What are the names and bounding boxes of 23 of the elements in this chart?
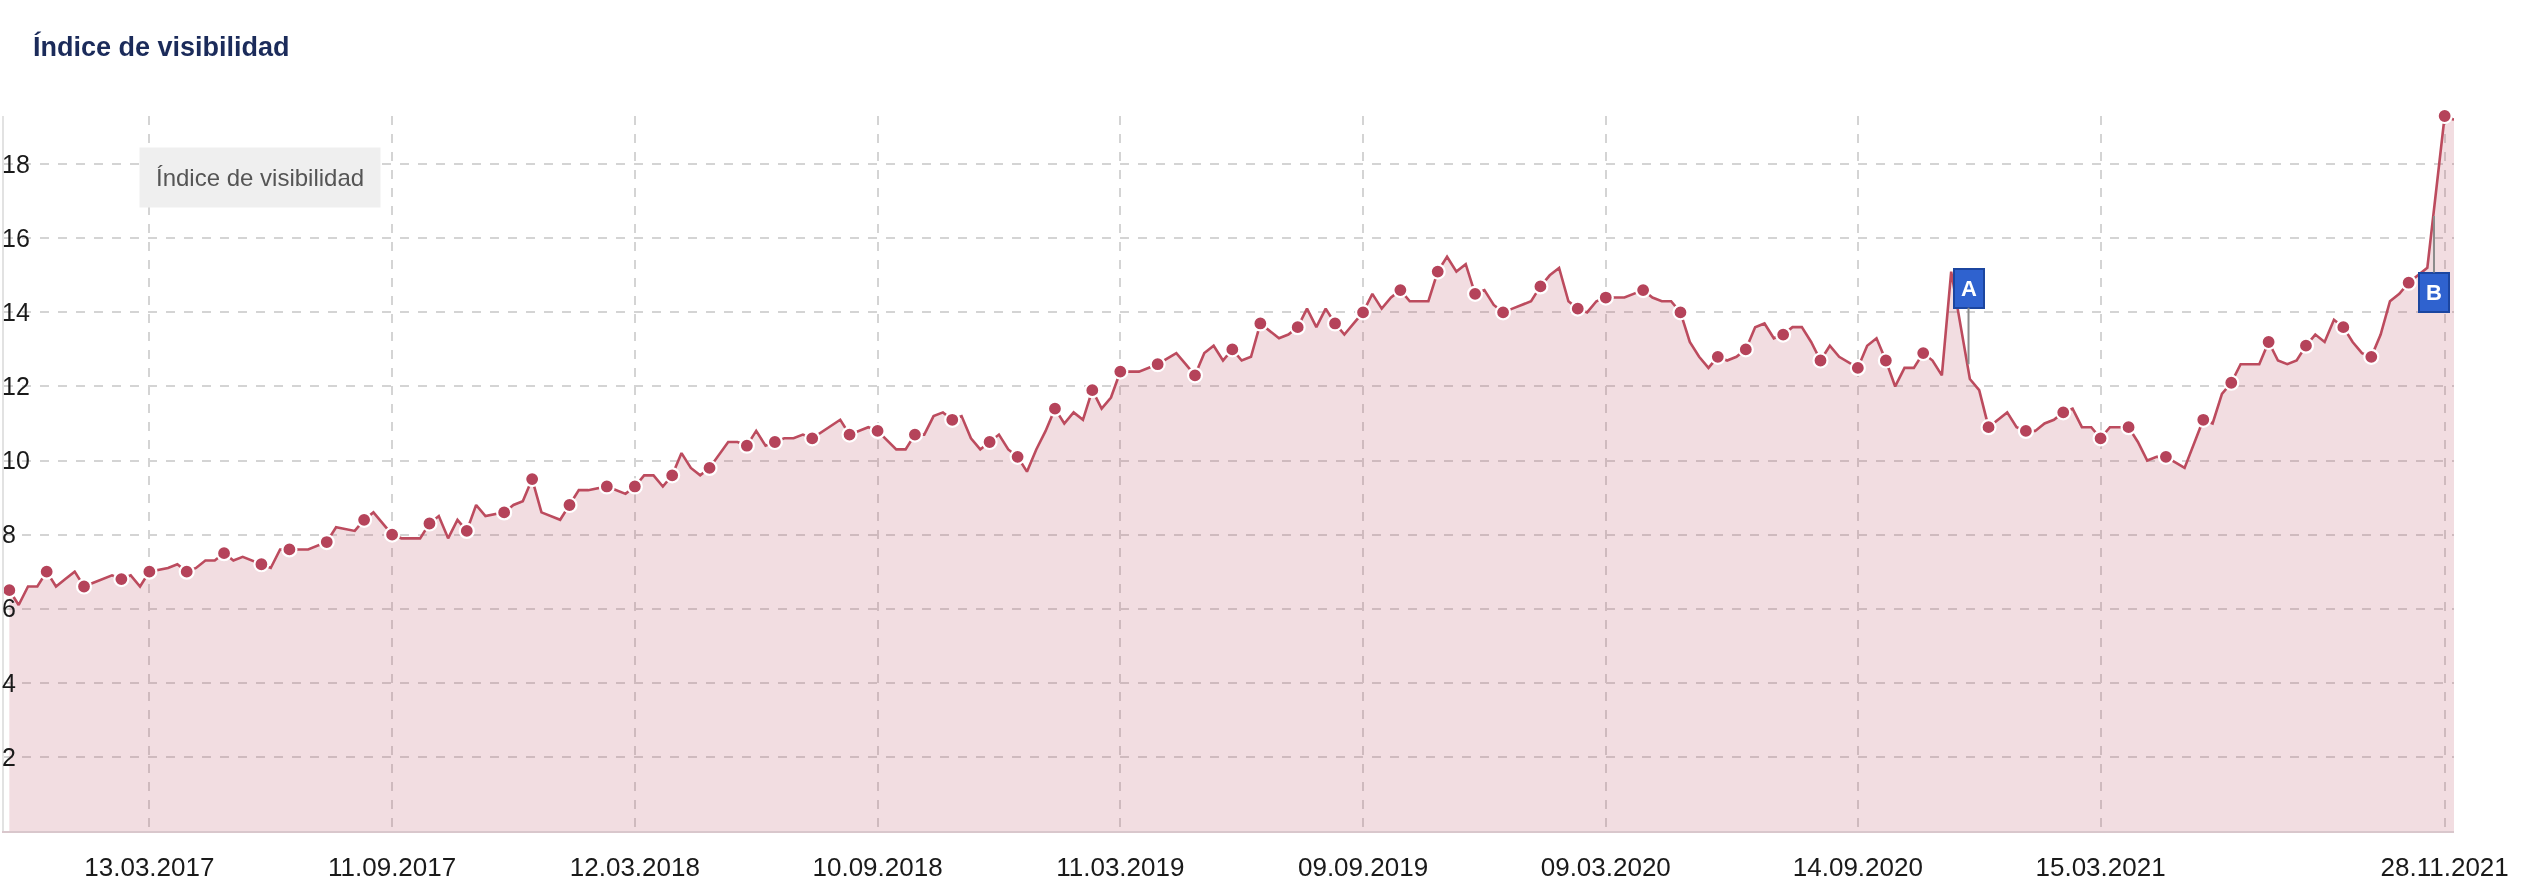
y-tick-label: 4 xyxy=(2,668,16,697)
x-tick-label: 13.03.2017 xyxy=(84,852,215,883)
y-tick-label: 16 xyxy=(2,224,30,252)
y-tick-label: 18 xyxy=(2,149,30,178)
x-tick-label: 11.03.2019 xyxy=(1056,852,1185,883)
x-tick-label: 15.03.2021 xyxy=(2035,852,2166,883)
x-tick-label: 11.09.2017 xyxy=(328,852,457,883)
annotation: A xyxy=(1961,276,1977,301)
x-tick-label: 09.09.2019 xyxy=(1297,852,1429,883)
x-tick-label: 09.03.2020 xyxy=(1540,852,1671,883)
x-tick-label: 12.03.2018 xyxy=(569,852,700,883)
y-tick-label: 12 xyxy=(2,372,30,401)
y-tick-label: 2 xyxy=(2,742,16,771)
y-tick-label: 14 xyxy=(2,298,30,327)
x-tick-label: 28.11.2021 xyxy=(2380,852,2509,883)
annotation: B xyxy=(2426,280,2442,305)
annotation: Índice de visibilidad xyxy=(156,164,365,191)
y-tick-label: 10 xyxy=(2,446,30,475)
x-tick-label: 14.09.2020 xyxy=(1792,852,1923,883)
y-tick-label: 8 xyxy=(2,520,16,549)
x-tick-label: 10.09.2018 xyxy=(812,852,943,883)
chart-title: Índice de visibilidad xyxy=(33,31,290,63)
y-tick-label: 6 xyxy=(2,594,16,623)
